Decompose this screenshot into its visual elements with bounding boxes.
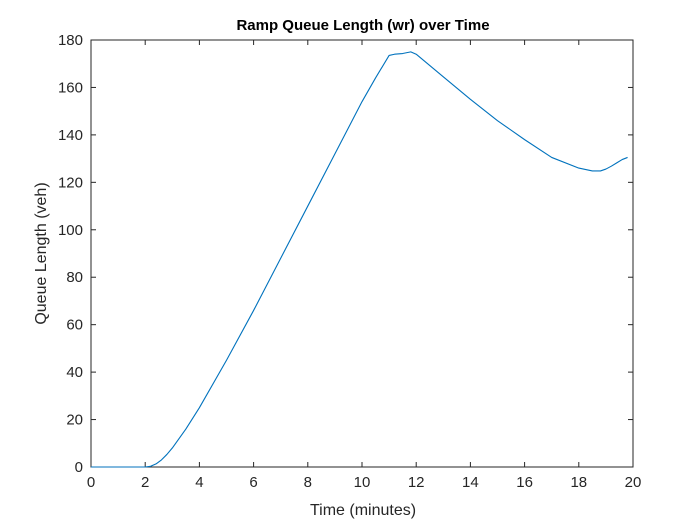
y-tick-label: 60 xyxy=(66,317,83,334)
x-tick-label: 10 xyxy=(354,474,371,491)
x-tick-label: 14 xyxy=(462,474,479,491)
x-tick-label: 2 xyxy=(141,474,149,491)
x-tick-label: 20 xyxy=(625,474,642,491)
y-tick-label: 100 xyxy=(58,222,83,239)
y-tick-label: 0 xyxy=(75,459,83,476)
y-tick-label: 20 xyxy=(66,412,83,429)
x-tick-label: 0 xyxy=(87,474,95,491)
y-tick-label: 80 xyxy=(66,269,83,286)
x-tick-label: 12 xyxy=(408,474,425,491)
chart-title: Ramp Queue Length (wr) over Time xyxy=(236,17,489,34)
y-axis-label: Queue Length (veh) xyxy=(33,182,50,324)
y-tick-label: 120 xyxy=(58,174,83,191)
x-tick-label: 8 xyxy=(304,474,312,491)
x-tick-label: 18 xyxy=(570,474,587,491)
axes-box xyxy=(90,39,634,468)
plot-area: 0 2 4 6 8 10 12 14 16 18 20 0 20 40 60 80 100 120 140 160 18… xyxy=(58,32,641,491)
y-tick-label: 140 xyxy=(58,127,83,144)
y-tick-label: 180 xyxy=(58,32,83,49)
x-tick-label: 4 xyxy=(195,474,203,491)
x-axis-label: Time (minutes) xyxy=(310,502,416,519)
x-tick-label: 16 xyxy=(516,474,533,491)
x-tick-label: 6 xyxy=(249,474,257,491)
series-line-0 xyxy=(91,51,628,468)
y-tick-label: 40 xyxy=(66,364,83,381)
y-tick-label: 160 xyxy=(58,79,83,96)
